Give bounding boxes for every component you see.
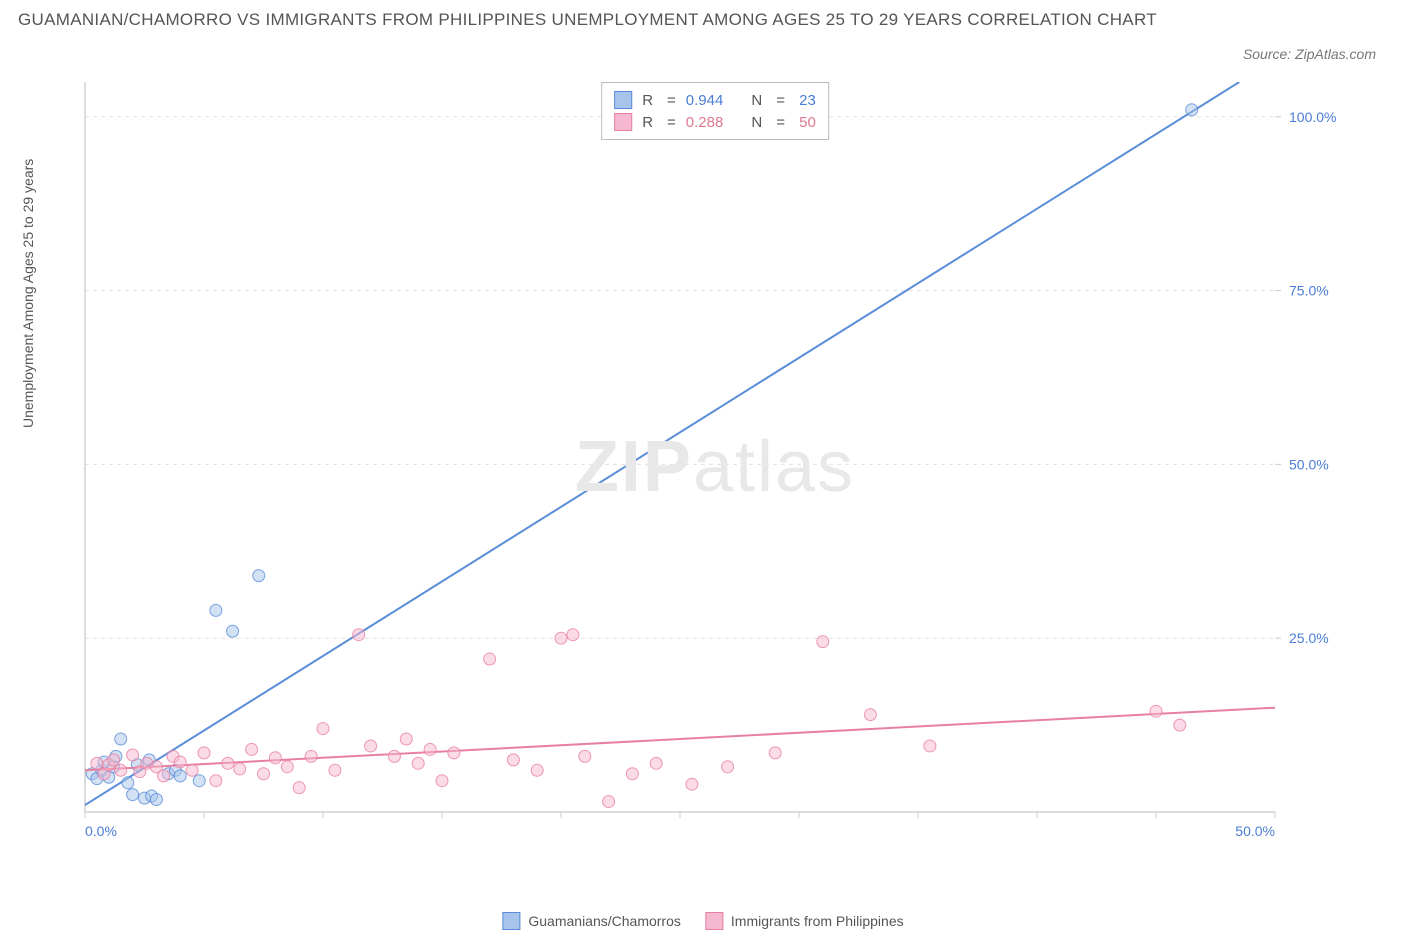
svg-text:100.0%: 100.0%	[1289, 109, 1336, 125]
r-value-blue: 0.944	[686, 92, 724, 109]
svg-text:50.0%: 50.0%	[1289, 456, 1329, 472]
svg-text:25.0%: 25.0%	[1289, 630, 1329, 646]
svg-text:50.0%: 50.0%	[1235, 823, 1275, 839]
legend-swatch-pink	[705, 912, 723, 930]
n-label: N	[751, 92, 762, 109]
legend-label: Guamanians/Chamorros	[528, 913, 681, 929]
r-value-pink: 0.288	[686, 114, 724, 131]
legend-item: Guamanians/Chamorros	[502, 912, 681, 930]
scatter-chart-svg: 0.0% 50.0% 25.0% 50.0% 75.0% 100.0%	[75, 82, 1355, 852]
y-axis-label: Unemployment Among Ages 25 to 29 years	[20, 159, 36, 428]
chart-plot-area: 0.0%50.0%25.0%50.0%75.0%100.0% ZIPatlas …	[75, 82, 1355, 852]
r-label: R	[642, 92, 653, 109]
source-attribution: Source: ZipAtlas.com	[1243, 46, 1376, 62]
legend-stats-row: R = 0.288 N = 50	[614, 111, 816, 133]
legend-swatch-blue	[502, 912, 520, 930]
chart-title: GUAMANIAN/CHAMORRO VS IMMIGRANTS FROM PH…	[18, 8, 1186, 32]
legend-stats-row: R = 0.944 N = 23	[614, 89, 816, 111]
legend-label: Immigrants from Philippines	[731, 913, 904, 929]
equals-sign: =	[667, 114, 676, 131]
n-value-pink: 50	[795, 114, 816, 131]
svg-text:75.0%: 75.0%	[1289, 283, 1329, 299]
legend-swatch-blue	[614, 91, 632, 109]
legend-item: Immigrants from Philippines	[705, 912, 904, 930]
legend-stats-box: R = 0.944 N = 23 R = 0.288 N = 50	[601, 82, 829, 140]
legend-series: Guamanians/Chamorros Immigrants from Phi…	[502, 912, 903, 930]
n-value-blue: 23	[795, 92, 816, 109]
equals-sign: =	[776, 114, 785, 131]
equals-sign: =	[667, 92, 676, 109]
r-label: R	[642, 114, 653, 131]
svg-text:0.0%: 0.0%	[85, 823, 117, 839]
n-label: N	[751, 114, 762, 131]
equals-sign: =	[776, 92, 785, 109]
legend-swatch-pink	[614, 113, 632, 131]
